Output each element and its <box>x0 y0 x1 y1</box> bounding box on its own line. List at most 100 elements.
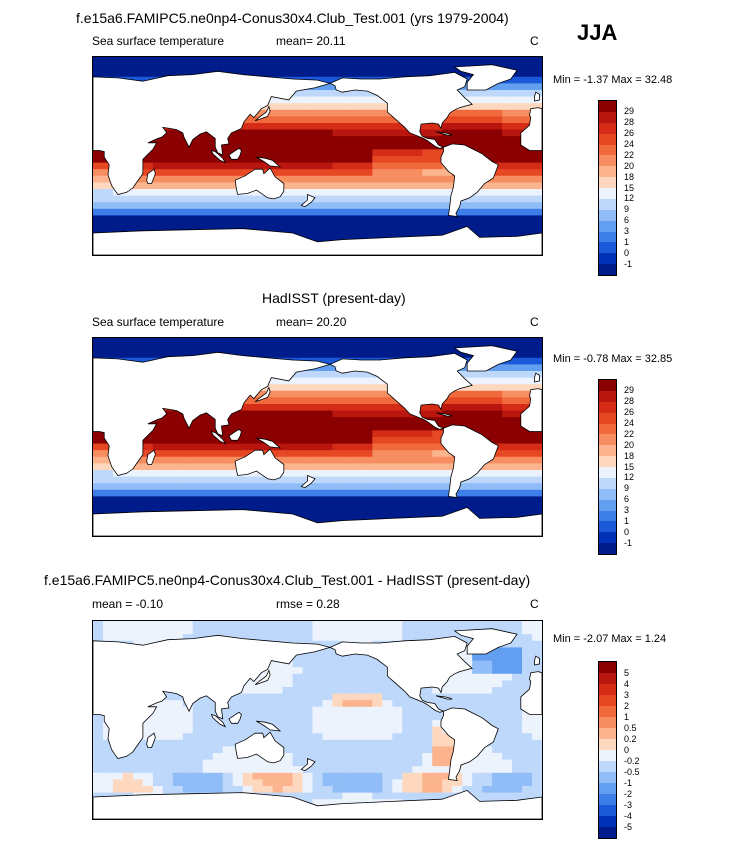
map-cell <box>502 437 513 445</box>
map-cell <box>272 430 284 438</box>
map-cell <box>222 733 234 741</box>
colorbar-tick-label: -4 <box>624 810 633 821</box>
map-cell <box>282 720 294 728</box>
map-cell <box>272 476 284 484</box>
map-cell <box>352 175 363 183</box>
map-cell <box>362 673 373 681</box>
map-cell <box>172 156 184 164</box>
map-cell <box>212 156 224 164</box>
map-cell <box>502 463 513 471</box>
land-mass <box>453 345 518 372</box>
map-cell <box>502 390 513 398</box>
map-cell <box>332 779 344 787</box>
map-cell <box>522 76 533 84</box>
map-cell <box>352 410 363 418</box>
map-cell <box>172 189 184 197</box>
map-cell <box>172 733 184 741</box>
map-cell <box>312 70 324 78</box>
map-cell <box>482 116 493 124</box>
map-cell <box>512 175 523 183</box>
map-cell <box>152 759 164 767</box>
map-cell <box>172 766 184 774</box>
map-cell <box>452 208 463 216</box>
map-cell <box>182 496 194 504</box>
map-cell <box>322 706 334 714</box>
map-cell <box>312 496 324 504</box>
map-cell <box>262 687 274 695</box>
map-cell <box>382 450 393 458</box>
colorbar-tick-label: 18 <box>624 171 635 182</box>
map-cell <box>512 621 523 629</box>
map-cell <box>132 476 144 484</box>
map-cell <box>152 786 164 794</box>
map-cell <box>312 189 324 197</box>
map-cell <box>242 338 254 346</box>
map-cell <box>352 739 363 747</box>
map-cell <box>362 162 373 170</box>
map-cell <box>282 103 294 111</box>
map-cell <box>122 57 134 65</box>
map-cell <box>342 397 354 405</box>
map-cell <box>482 483 493 491</box>
map-cell <box>93 746 104 754</box>
map-cell <box>502 397 513 405</box>
map-cell <box>502 470 513 478</box>
map-cell <box>182 450 194 458</box>
map-cell <box>412 351 423 359</box>
land-mass <box>520 388 542 432</box>
land-mass <box>300 474 316 489</box>
map-cell <box>322 443 334 451</box>
map-cell <box>212 222 224 230</box>
map-cell <box>272 338 284 346</box>
map-cell <box>252 123 264 131</box>
colorbar-swatch <box>599 717 616 728</box>
map-cell <box>402 70 413 78</box>
map-cell <box>172 162 184 170</box>
map-cell <box>352 384 363 392</box>
map-cell <box>302 384 314 392</box>
map-cell <box>142 720 154 728</box>
map-cell <box>172 476 184 484</box>
map-cell <box>322 509 334 517</box>
map-cell <box>302 489 314 497</box>
map-cell <box>492 169 503 177</box>
map-cell <box>452 404 463 412</box>
colorbar-tick-label: 15 <box>624 182 635 193</box>
map-cell <box>282 627 294 635</box>
map-cell <box>412 195 423 203</box>
map-cell <box>392 417 403 425</box>
map-cell <box>392 470 403 478</box>
map-cell <box>382 390 393 398</box>
map-cell <box>472 621 483 629</box>
map-cell <box>292 654 304 662</box>
map-cell <box>322 57 334 65</box>
map-cell <box>162 410 174 418</box>
map-cell <box>152 739 164 747</box>
map-cell <box>482 693 493 701</box>
map-cell <box>152 182 164 190</box>
map-cell <box>492 463 503 471</box>
map-cell <box>142 753 154 761</box>
map-cell <box>182 726 194 734</box>
map-cell <box>512 83 523 91</box>
map-cell <box>122 634 134 642</box>
map-cell <box>492 489 503 497</box>
map-cell <box>512 404 523 412</box>
map-cell <box>512 443 523 451</box>
map-cell <box>322 430 334 438</box>
map-cell <box>102 772 114 780</box>
map-cell <box>422 706 433 714</box>
map-cell <box>342 202 354 210</box>
map-cell <box>172 634 184 642</box>
map-cell <box>202 430 214 438</box>
map-cell <box>242 634 254 642</box>
map-cell <box>212 175 224 183</box>
map-cell <box>512 397 523 405</box>
map-cell <box>202 463 214 471</box>
panel2-colorbar <box>598 379 617 555</box>
map-cell <box>272 156 284 164</box>
map-cell <box>462 759 473 767</box>
map-cell <box>292 667 304 675</box>
map-cell <box>362 384 373 392</box>
map-cell <box>462 687 473 695</box>
